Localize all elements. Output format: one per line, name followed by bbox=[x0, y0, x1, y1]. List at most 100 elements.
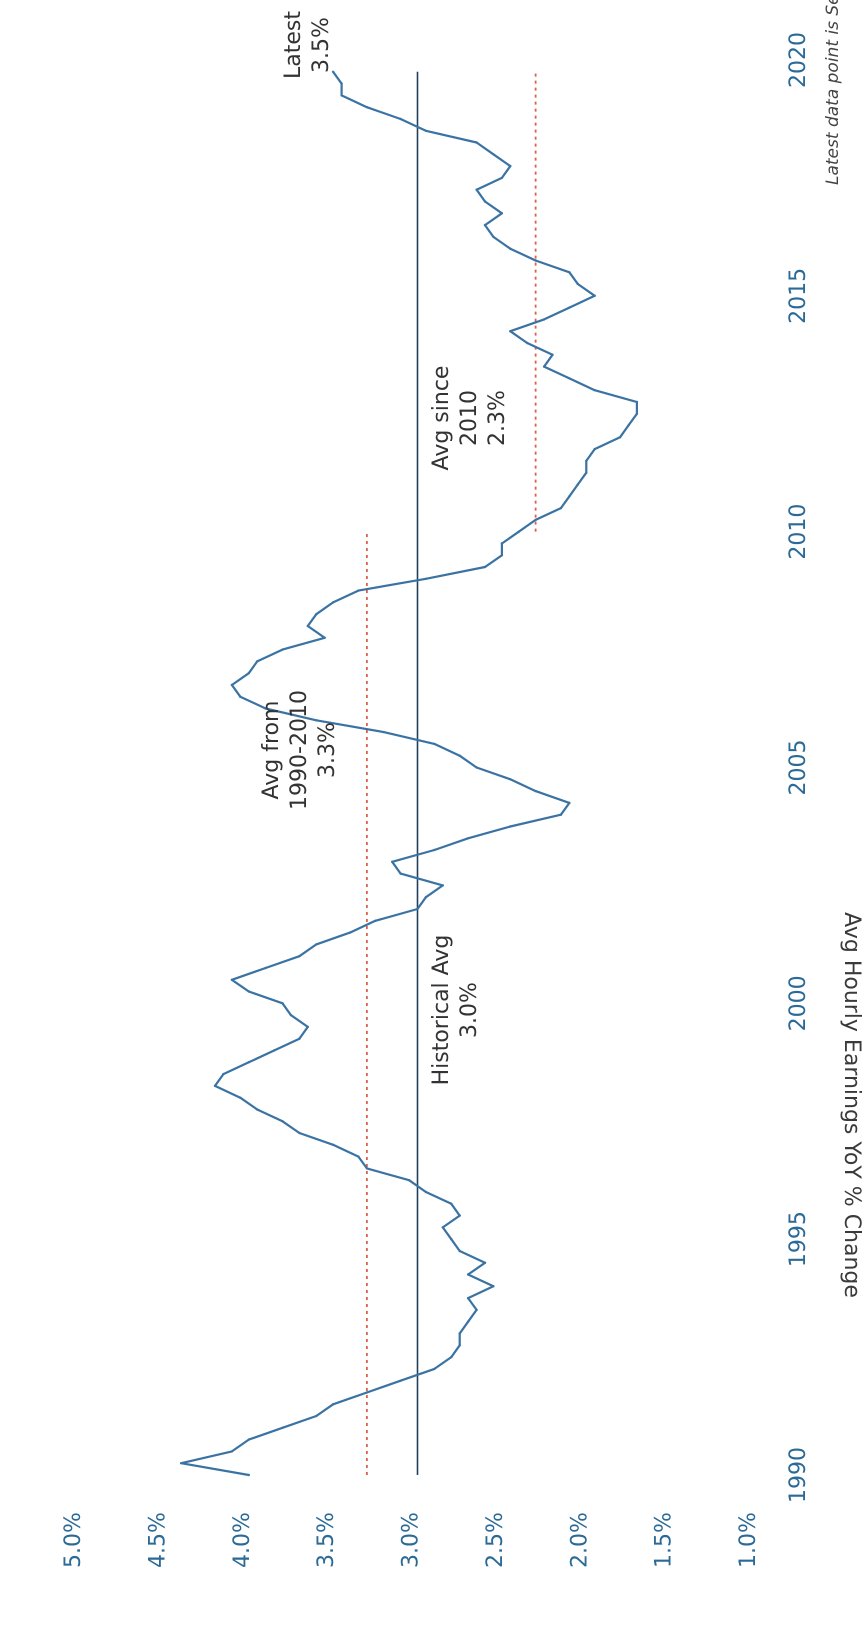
data-point bbox=[466, 1273, 470, 1276]
data-point bbox=[298, 1131, 301, 1135]
data-point bbox=[281, 1120, 284, 1123]
data-point bbox=[298, 955, 301, 958]
data-point bbox=[483, 200, 487, 203]
data-point bbox=[256, 1108, 259, 1111]
data-point bbox=[542, 318, 546, 321]
footnote: Latest data point is Sep 2019 bbox=[823, 0, 843, 185]
latest-label: Latest bbox=[281, 11, 306, 79]
data-point bbox=[500, 212, 504, 215]
data-point bbox=[399, 117, 402, 121]
data-point bbox=[458, 1332, 461, 1335]
data-point bbox=[559, 813, 563, 816]
data-point bbox=[509, 825, 512, 828]
y-tick-label: 2.5% bbox=[483, 1512, 508, 1568]
data-point bbox=[585, 459, 588, 463]
data-point bbox=[593, 447, 596, 451]
data-point bbox=[483, 223, 487, 227]
data-point bbox=[374, 919, 377, 922]
data-point bbox=[399, 1379, 402, 1382]
data-point bbox=[542, 365, 546, 368]
data-point bbox=[357, 1155, 360, 1158]
data-point bbox=[492, 1285, 495, 1288]
data-point bbox=[281, 1002, 284, 1005]
historical-avg-annotation: Historical Avg 3.0% bbox=[429, 935, 482, 1086]
data-point bbox=[357, 589, 360, 592]
data-point bbox=[534, 518, 537, 522]
data-point bbox=[534, 259, 537, 262]
y-tick-label: 1.0% bbox=[736, 1512, 761, 1568]
avg-1990-2010-label-line1: Avg from bbox=[259, 701, 284, 800]
data-point bbox=[424, 896, 428, 899]
data-point bbox=[331, 70, 335, 74]
data-point bbox=[509, 330, 512, 333]
data-point bbox=[559, 506, 563, 510]
x-tick-label: 2015 bbox=[786, 268, 811, 324]
data-point bbox=[466, 837, 470, 840]
data-point bbox=[492, 235, 495, 239]
data-point bbox=[509, 164, 512, 168]
data-point bbox=[568, 495, 571, 498]
data-point bbox=[230, 1450, 234, 1453]
data-point bbox=[230, 683, 234, 687]
data-point bbox=[500, 554, 504, 557]
x-axis-ticks: 1990 1995 2000 2005 2010 2015 2020 bbox=[786, 32, 811, 1503]
data-point bbox=[458, 1214, 461, 1217]
data-point bbox=[635, 400, 639, 404]
y-axis-label: Avg Hourly Earnings YoY % Change bbox=[839, 912, 864, 1298]
data-point bbox=[222, 1072, 225, 1076]
data-point bbox=[492, 153, 495, 156]
x-tick-label: 2020 bbox=[786, 32, 811, 88]
data-point bbox=[450, 1202, 453, 1206]
x-tick-label: 2005 bbox=[786, 740, 811, 796]
data-point bbox=[568, 306, 571, 309]
data-point bbox=[551, 353, 554, 356]
data-point bbox=[433, 742, 436, 746]
data-point bbox=[475, 1308, 478, 1312]
data-point bbox=[272, 1049, 276, 1052]
data-point bbox=[424, 1190, 428, 1194]
data-point bbox=[458, 754, 461, 757]
data-point bbox=[264, 707, 267, 710]
data-point bbox=[424, 577, 428, 580]
avg-since-2010-annotation: Avg since 2010 2.3% bbox=[429, 366, 510, 471]
data-point bbox=[348, 931, 352, 934]
reference-lines bbox=[365, 71, 537, 1475]
data-point bbox=[264, 966, 267, 970]
data-point bbox=[247, 1438, 250, 1441]
data-point bbox=[230, 978, 234, 981]
data-point bbox=[568, 801, 571, 805]
latest-annotation: Latest 3.5% bbox=[281, 11, 334, 79]
data-point bbox=[593, 389, 596, 392]
data-point bbox=[323, 636, 326, 639]
data-point bbox=[526, 341, 529, 345]
data-point bbox=[365, 1167, 369, 1170]
y-tick-label: 5.0% bbox=[61, 1512, 86, 1568]
data-point bbox=[239, 695, 242, 698]
x-tick-label: 1990 bbox=[786, 1447, 811, 1503]
series-line-avg-hourly-earnings bbox=[180, 71, 638, 1477]
data-point bbox=[517, 530, 520, 533]
data-point bbox=[534, 789, 537, 793]
data-point bbox=[247, 672, 250, 675]
x-tick-label: 2000 bbox=[786, 975, 811, 1031]
data-point bbox=[458, 1249, 461, 1253]
series-points bbox=[180, 70, 639, 1477]
data-point bbox=[391, 860, 394, 863]
data-point bbox=[399, 872, 402, 875]
avg-since-2010-label-line2: 2010 bbox=[457, 390, 482, 446]
data-point bbox=[450, 1238, 453, 1241]
data-point bbox=[568, 271, 571, 274]
data-point bbox=[483, 565, 487, 569]
data-point bbox=[247, 990, 250, 993]
data-point bbox=[180, 1462, 183, 1465]
data-point bbox=[416, 907, 419, 911]
data-point bbox=[281, 1426, 284, 1430]
y-tick-label: 4.5% bbox=[145, 1512, 170, 1568]
data-point bbox=[475, 188, 478, 191]
data-point bbox=[340, 94, 343, 97]
data-point bbox=[568, 377, 571, 380]
y-tick-label: 4.0% bbox=[230, 1512, 255, 1568]
avg-since-2010-value: 2.3% bbox=[485, 390, 510, 446]
data-point bbox=[475, 766, 478, 769]
